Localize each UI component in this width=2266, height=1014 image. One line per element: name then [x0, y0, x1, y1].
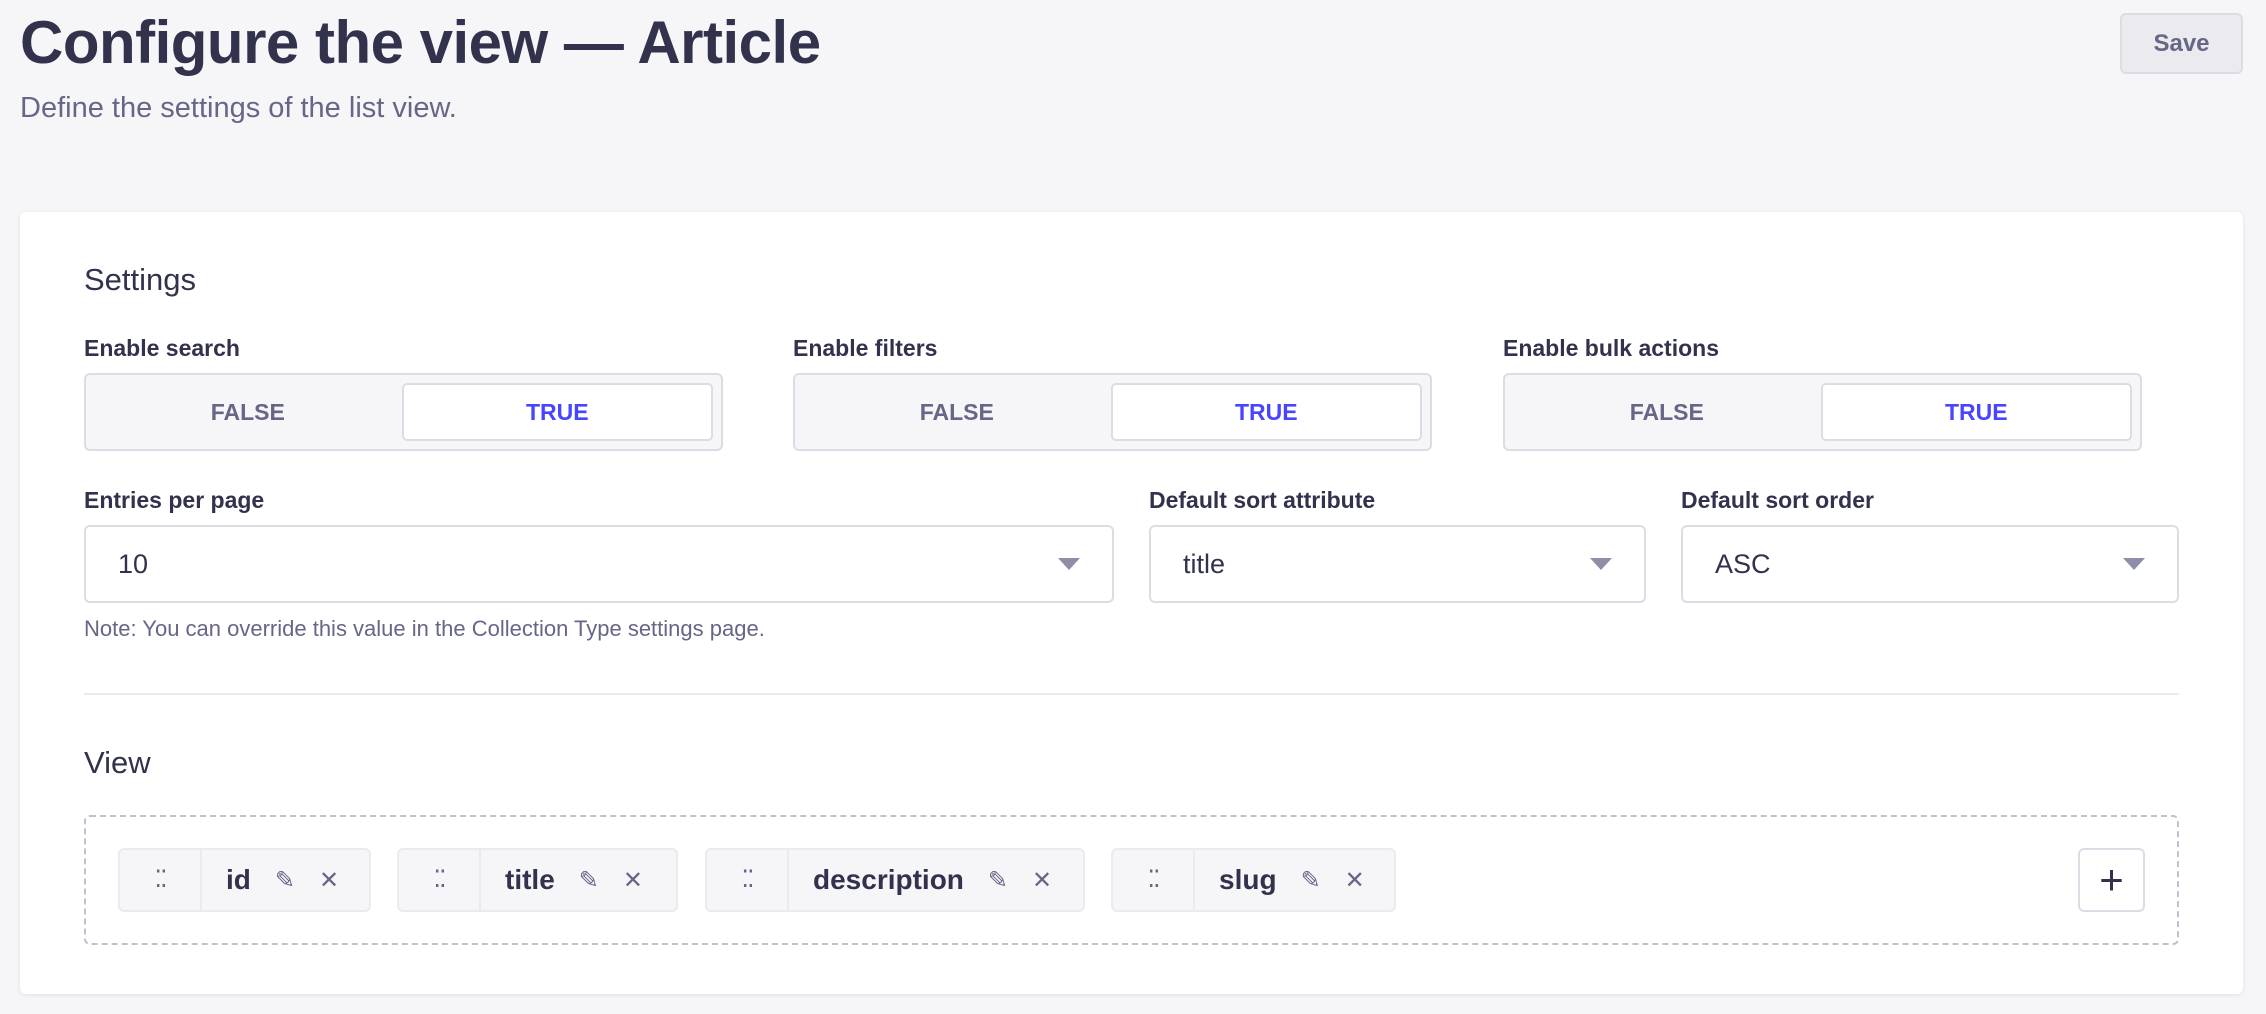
enable-bulk-actions-label: Enable bulk actions [1503, 335, 1719, 361]
entries-per-page-select[interactable]: 10 [84, 525, 1114, 603]
field-chip-title[interactable]: ⁚⁚ title ✎ ✕ [397, 848, 678, 912]
default-sort-order-value: ASC [1715, 548, 1771, 579]
pencil-icon[interactable]: ✎ [1300, 866, 1321, 894]
enable-filters-toggle[interactable]: FALSE TRUE [793, 373, 1432, 451]
enable-bulk-actions-true[interactable]: TRUE [1820, 383, 2132, 441]
field-chip-description[interactable]: ⁚⁚ description ✎ ✕ [705, 848, 1085, 912]
field-name: slug [1219, 864, 1277, 895]
enable-filters-true[interactable]: TRUE [1110, 383, 1422, 441]
enable-search-toggle[interactable]: FALSE TRUE [84, 373, 723, 451]
pencil-icon[interactable]: ✎ [274, 866, 295, 894]
enable-search-label: Enable search [84, 335, 240, 361]
default-sort-attribute-label: Default sort attribute [1149, 487, 1376, 513]
enable-bulk-actions-false[interactable]: FALSE [1629, 398, 1704, 425]
close-icon[interactable]: ✕ [319, 866, 340, 894]
enable-search-true[interactable]: TRUE [401, 383, 713, 441]
enable-filters-false[interactable]: FALSE [919, 398, 994, 425]
default-sort-attribute-value: title [1183, 548, 1226, 579]
view-heading: View [84, 745, 151, 780]
field-name: description [813, 864, 964, 895]
field-chip-id[interactable]: ⁚⁚ id ✎ ✕ [118, 848, 371, 912]
page-title: Configure the view — Article [20, 9, 821, 76]
view-fields-dropzone [84, 815, 2179, 945]
page-subtitle: Define the settings of the list view. [20, 92, 457, 124]
field-chip-slug[interactable]: ⁚⁚ slug ✎ ✕ [1111, 848, 1396, 912]
pencil-icon[interactable]: ✎ [578, 866, 599, 894]
drag-handle-icon[interactable]: ⁚⁚ [399, 850, 481, 910]
entries-per-page-value: 10 [118, 548, 149, 579]
add-field-button[interactable]: + [2078, 848, 2145, 912]
drag-handle-icon[interactable]: ⁚⁚ [1113, 850, 1195, 910]
close-icon[interactable]: ✕ [1032, 866, 1053, 894]
drag-handle-icon[interactable]: ⁚⁚ [120, 850, 202, 910]
close-icon[interactable]: ✕ [1344, 866, 1365, 894]
entries-per-page-label: Entries per page [84, 487, 265, 513]
caret-down-icon [1058, 558, 1080, 570]
drag-handle-icon[interactable]: ⁚⁚ [707, 850, 789, 910]
divider [84, 693, 2179, 695]
enable-filters-label: Enable filters [793, 335, 938, 361]
enable-bulk-actions-toggle[interactable]: FALSE TRUE [1503, 373, 2142, 451]
enable-search-false[interactable]: FALSE [210, 398, 285, 425]
field-name: title [505, 864, 555, 895]
caret-down-icon [1590, 558, 1612, 570]
field-name: id [226, 864, 251, 895]
pencil-icon[interactable]: ✎ [987, 866, 1009, 894]
default-sort-order-label: Default sort order [1681, 487, 1874, 513]
default-sort-attribute-select[interactable]: title [1149, 525, 1646, 603]
close-icon[interactable]: ✕ [622, 866, 643, 894]
entries-note: Note: You can override this value in the… [84, 616, 765, 641]
settings-heading: Settings [84, 262, 197, 297]
save-button[interactable]: Save [2120, 13, 2243, 74]
default-sort-order-select[interactable]: ASC [1681, 525, 2179, 603]
caret-down-icon [2123, 558, 2145, 570]
